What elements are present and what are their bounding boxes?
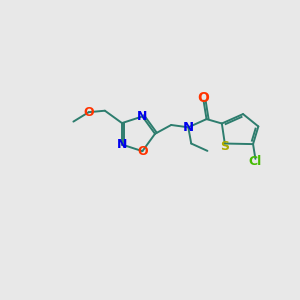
Text: Cl: Cl [249,155,262,168]
Text: N: N [137,110,148,123]
Text: O: O [83,106,94,119]
Text: N: N [117,138,127,151]
Text: N: N [183,121,194,134]
Text: S: S [220,140,229,153]
Text: O: O [198,91,209,105]
Text: O: O [137,145,148,158]
